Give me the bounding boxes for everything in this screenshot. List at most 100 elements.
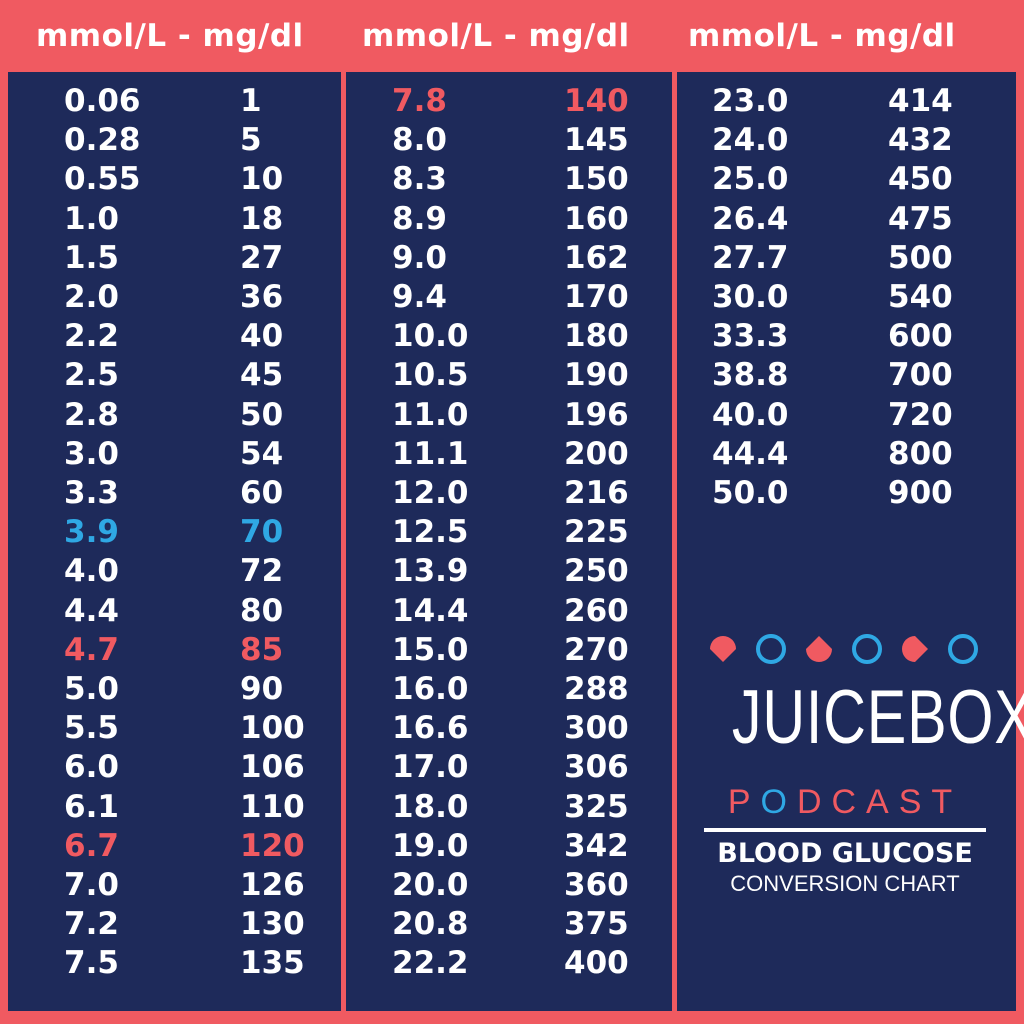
mmol-value: 1.5 bbox=[64, 239, 119, 276]
logo-icon-row bbox=[708, 630, 983, 670]
mgdl-value: 342 bbox=[564, 827, 629, 864]
mmol-value: 8.3 bbox=[392, 161, 447, 198]
mmol-value: 26.4 bbox=[712, 200, 789, 237]
mgdl-value: 54 bbox=[240, 435, 284, 472]
mgdl-value: 306 bbox=[564, 749, 629, 786]
mmol-value: 12.5 bbox=[392, 514, 469, 551]
chart-subtitle: CONVERSION CHART bbox=[730, 871, 960, 896]
juicebox-logo: JUICEBOX PODCAST BLOOD GLUCOSE CONVERSIO… bbox=[690, 630, 1024, 910]
mgdl-value: 145 bbox=[564, 122, 629, 159]
mmol-value: 3.0 bbox=[64, 435, 119, 472]
divider bbox=[704, 828, 986, 832]
mmol-value: 0.55 bbox=[64, 161, 141, 198]
brand-subtitle: PODCAST bbox=[704, 782, 986, 822]
mmol-value: 3.3 bbox=[64, 475, 119, 511]
circle-icon bbox=[948, 634, 978, 664]
mmol-value: 14.4 bbox=[392, 592, 469, 629]
drop-icon bbox=[900, 634, 930, 664]
mgdl-value: 180 bbox=[564, 318, 629, 355]
drop-icon bbox=[804, 634, 834, 664]
mgdl-value: 700 bbox=[888, 357, 953, 394]
circle-icon bbox=[852, 634, 882, 664]
mmol-value: 23.0 bbox=[712, 83, 789, 119]
mmol-value: 12.0 bbox=[392, 475, 469, 511]
mgdl-value: 100 bbox=[240, 710, 305, 747]
mgdl-value: 432 bbox=[888, 122, 953, 159]
mgdl-value: 325 bbox=[564, 788, 629, 825]
conversion-panel-2 bbox=[346, 72, 672, 1011]
mgdl-value: 18 bbox=[240, 200, 284, 237]
mgdl-value: 225 bbox=[564, 514, 629, 551]
mmol-value: 2.0 bbox=[64, 279, 119, 315]
mgdl-value: 250 bbox=[564, 553, 629, 590]
mmol-value: 44.4 bbox=[712, 435, 789, 472]
column-headers: mmol/L - mg/dl mmol/L - mg/dl mmol/L - m… bbox=[0, 0, 1024, 72]
mgdl-value: 196 bbox=[564, 396, 629, 433]
drop-icon bbox=[708, 634, 738, 664]
mmol-value: 9.0 bbox=[392, 239, 447, 276]
mmol-value: 16.6 bbox=[392, 710, 469, 747]
mgdl-value: 10 bbox=[240, 161, 284, 198]
brand-subtitle-rest: DCAST bbox=[796, 783, 963, 821]
mgdl-value: 140 bbox=[564, 83, 629, 119]
mmol-value: 6.0 bbox=[64, 749, 119, 786]
mgdl-value: 1 bbox=[240, 83, 262, 119]
mgdl-value: 600 bbox=[888, 318, 953, 355]
mmol-value: 33.3 bbox=[712, 318, 789, 355]
mmol-value: 2.2 bbox=[64, 318, 119, 355]
mgdl-value: 540 bbox=[888, 279, 953, 315]
mgdl-value: 260 bbox=[564, 592, 629, 629]
brand-subtitle-p: P bbox=[727, 783, 761, 821]
mgdl-value: 45 bbox=[240, 357, 284, 394]
mmol-value: 27.7 bbox=[712, 239, 789, 276]
column-header-3: mmol/L - mg/dl bbox=[688, 18, 956, 54]
mmol-value: 15.0 bbox=[392, 631, 469, 668]
mmol-value: 17.0 bbox=[392, 749, 469, 786]
brand-subtitle-o: O bbox=[760, 783, 797, 821]
mmol-value: 13.9 bbox=[392, 553, 469, 590]
mmol-value: 4.7 bbox=[64, 631, 119, 668]
conversion-panel-3 bbox=[677, 72, 1016, 1011]
circle-icon bbox=[756, 634, 786, 664]
mgdl-value: 288 bbox=[564, 671, 629, 707]
mmol-value: 6.7 bbox=[64, 827, 119, 864]
mmol-value: 22.2 bbox=[392, 945, 469, 982]
mgdl-value: 900 bbox=[888, 475, 953, 511]
mmol-value: 5.0 bbox=[64, 671, 119, 707]
mgdl-value: 135 bbox=[240, 945, 305, 982]
mmol-value: 25.0 bbox=[712, 161, 789, 198]
mmol-value: 7.2 bbox=[64, 906, 119, 943]
mgdl-value: 27 bbox=[240, 239, 284, 276]
mgdl-value: 450 bbox=[888, 161, 953, 198]
mmol-value: 4.0 bbox=[64, 553, 119, 590]
mmol-value: 1.0 bbox=[64, 200, 119, 237]
mgdl-value: 360 bbox=[564, 867, 629, 903]
mgdl-value: 200 bbox=[564, 435, 629, 472]
mgdl-value: 190 bbox=[564, 357, 629, 394]
mmol-value: 6.1 bbox=[64, 788, 119, 825]
mgdl-value: 60 bbox=[240, 475, 284, 511]
mmol-value: 7.5 bbox=[64, 945, 119, 982]
mgdl-value: 130 bbox=[240, 906, 305, 943]
mgdl-value: 216 bbox=[564, 475, 629, 511]
mgdl-value: 414 bbox=[888, 83, 953, 119]
mgdl-value: 120 bbox=[240, 827, 305, 864]
mgdl-value: 40 bbox=[240, 318, 284, 355]
mmol-value: 16.0 bbox=[392, 671, 469, 707]
mmol-value: 24.0 bbox=[712, 122, 789, 159]
mmol-value: 10.0 bbox=[392, 318, 469, 355]
mmol-value: 20.0 bbox=[392, 867, 469, 903]
mgdl-value: 106 bbox=[240, 749, 305, 786]
mmol-value: 7.8 bbox=[392, 83, 447, 119]
mgdl-value: 160 bbox=[564, 200, 629, 237]
mgdl-value: 80 bbox=[240, 592, 284, 629]
mmol-value: 20.8 bbox=[392, 906, 469, 943]
column-header-2: mmol/L - mg/dl bbox=[362, 18, 630, 54]
mmol-value: 2.5 bbox=[64, 357, 119, 394]
mgdl-value: 70 bbox=[240, 514, 284, 551]
column-header-1: mmol/L - mg/dl bbox=[36, 18, 304, 54]
mgdl-value: 150 bbox=[564, 161, 629, 198]
mmol-value: 30.0 bbox=[712, 279, 789, 315]
chart-title: BLOOD GLUCOSE bbox=[717, 838, 973, 869]
